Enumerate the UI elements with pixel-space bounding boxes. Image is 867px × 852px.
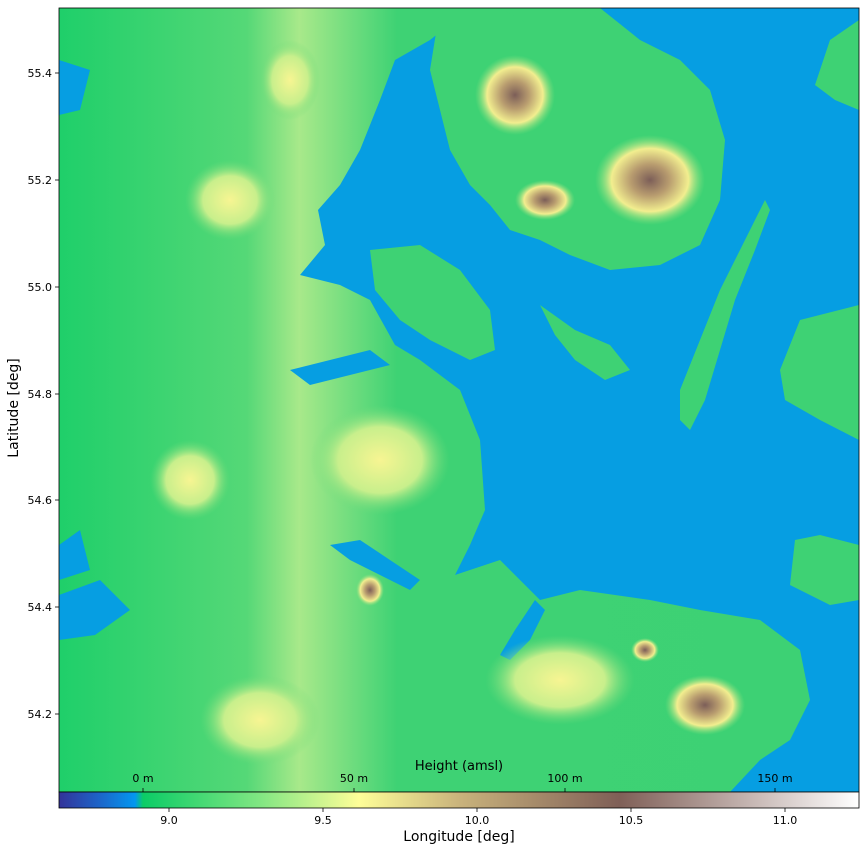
y-tick-label: 54.2 [28,708,53,721]
map-area [59,8,859,792]
hill-south [485,635,635,725]
east-island-lower [790,535,859,605]
east-island-top [815,20,859,110]
hill-funen-north [475,55,555,135]
x-tick-label: 9.5 [314,814,332,827]
x-axis: 9.0 9.5 10.0 10.5 11.0 Longitude [deg] [160,808,797,845]
hill-funen-west [515,180,575,220]
hill-west [150,440,230,520]
hill-mid-west [185,160,275,240]
hill-ridge [356,574,384,606]
x-tick-label: 9.0 [160,814,178,827]
y-tick-label: 54.6 [28,494,53,507]
colorbar-tick-label: 100 m [547,772,582,785]
x-axis-label: Longitude [deg] [403,829,514,845]
west-water-north [59,60,90,115]
eckernforde-bay [500,600,545,660]
hill-southwest [200,675,320,765]
colorbar-tick-label: 50 m [340,772,368,785]
hill-funen-central [595,135,705,225]
x-tick-label: 10.0 [465,814,490,827]
colorbar-gradient [58,791,860,809]
peninsula-als [370,245,495,360]
west-water-band [59,580,130,640]
x-tick-label: 11.0 [773,814,798,827]
colorbar-tick-label: 150 m [757,772,792,785]
flensburg-fjord [290,350,390,385]
east-island-upper [780,305,859,440]
y-axis-label: Latitude [deg] [6,358,22,457]
hill-center [310,405,450,515]
small-island-aero [540,305,630,380]
y-tick-label: 55.0 [28,281,53,294]
y-tick-label: 55.4 [28,67,53,80]
colorbar: Height (amsl) 0 m 50 m 100 m 150 m [58,759,860,809]
hill-south-east [665,675,745,735]
x-tick-label: 10.5 [619,814,644,827]
colorbar-title: Height (amsl) [415,759,503,774]
schlei-inlet [330,540,420,590]
y-axis: 55.4 55.2 55.0 54.8 54.6 54.4 54.2 Latit… [6,67,59,721]
hill-north-coast [260,40,320,120]
y-tick-label: 55.2 [28,174,53,187]
y-tick-label: 54.4 [28,601,53,614]
colorbar-tick-label: 0 m [132,772,153,785]
hill-south-small [631,638,659,662]
north-island [500,8,600,30]
long-island [680,200,770,430]
y-tick-label: 54.8 [28,388,53,401]
west-water-south [59,530,90,580]
